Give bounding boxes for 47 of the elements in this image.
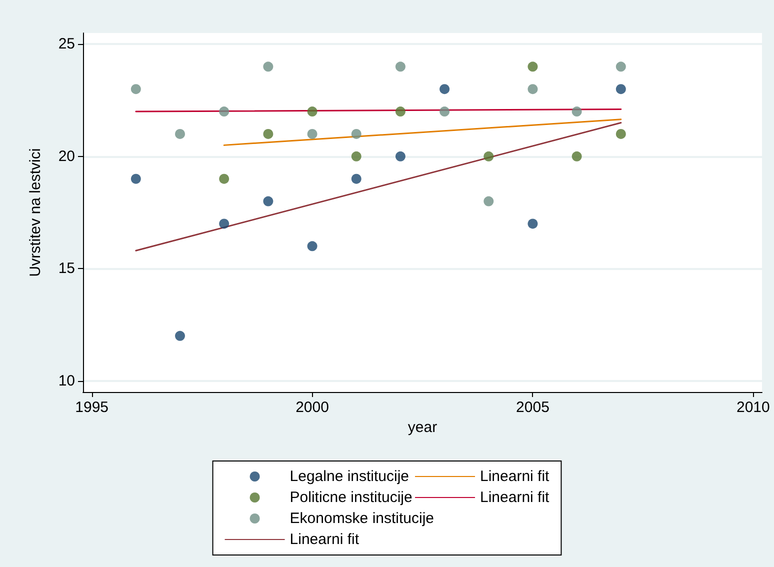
point <box>616 62 626 72</box>
point <box>175 330 185 341</box>
point <box>484 196 494 206</box>
legend-label: Politicne institucije <box>290 489 412 506</box>
point <box>219 174 230 184</box>
point <box>351 174 362 184</box>
point <box>616 84 626 94</box>
point <box>307 128 318 139</box>
y-axis-title: Uvrstitev na lestvici <box>27 148 44 277</box>
point <box>175 128 185 139</box>
point <box>307 106 318 117</box>
legend-label: Linearni fit <box>290 531 360 548</box>
point <box>307 241 318 252</box>
legend-label: Linearni fit <box>480 489 550 506</box>
y-tick-label: 25 <box>58 36 75 53</box>
x-tick-label: 1995 <box>75 399 109 416</box>
point <box>616 128 626 139</box>
y-tick-label: 20 <box>58 148 75 165</box>
x-axis-title: year <box>408 419 438 436</box>
point <box>263 62 274 72</box>
point <box>219 106 230 117</box>
point <box>528 218 538 229</box>
point <box>263 128 274 139</box>
point <box>484 151 494 162</box>
point <box>130 174 141 184</box>
point <box>572 106 582 117</box>
legend-label: Ekonomske institucije <box>290 510 434 527</box>
point <box>528 84 538 94</box>
point <box>395 62 406 72</box>
point <box>351 128 362 139</box>
point <box>351 151 362 162</box>
x-tick-label: 2010 <box>736 399 770 416</box>
point <box>440 106 450 117</box>
point <box>395 106 406 117</box>
point <box>572 151 582 162</box>
point <box>440 84 450 94</box>
point <box>219 218 230 229</box>
x-tick-label: 2005 <box>516 399 550 416</box>
x-tick-label: 2000 <box>296 399 329 416</box>
y-tick-label: 10 <box>58 372 75 390</box>
y-tick-label: 15 <box>58 260 75 278</box>
point <box>130 84 141 94</box>
point <box>395 151 406 162</box>
point <box>263 196 274 206</box>
legend-label: Legalne institucije <box>290 468 410 485</box>
legend-label: Linearni fit <box>480 468 550 485</box>
point <box>528 62 538 72</box>
